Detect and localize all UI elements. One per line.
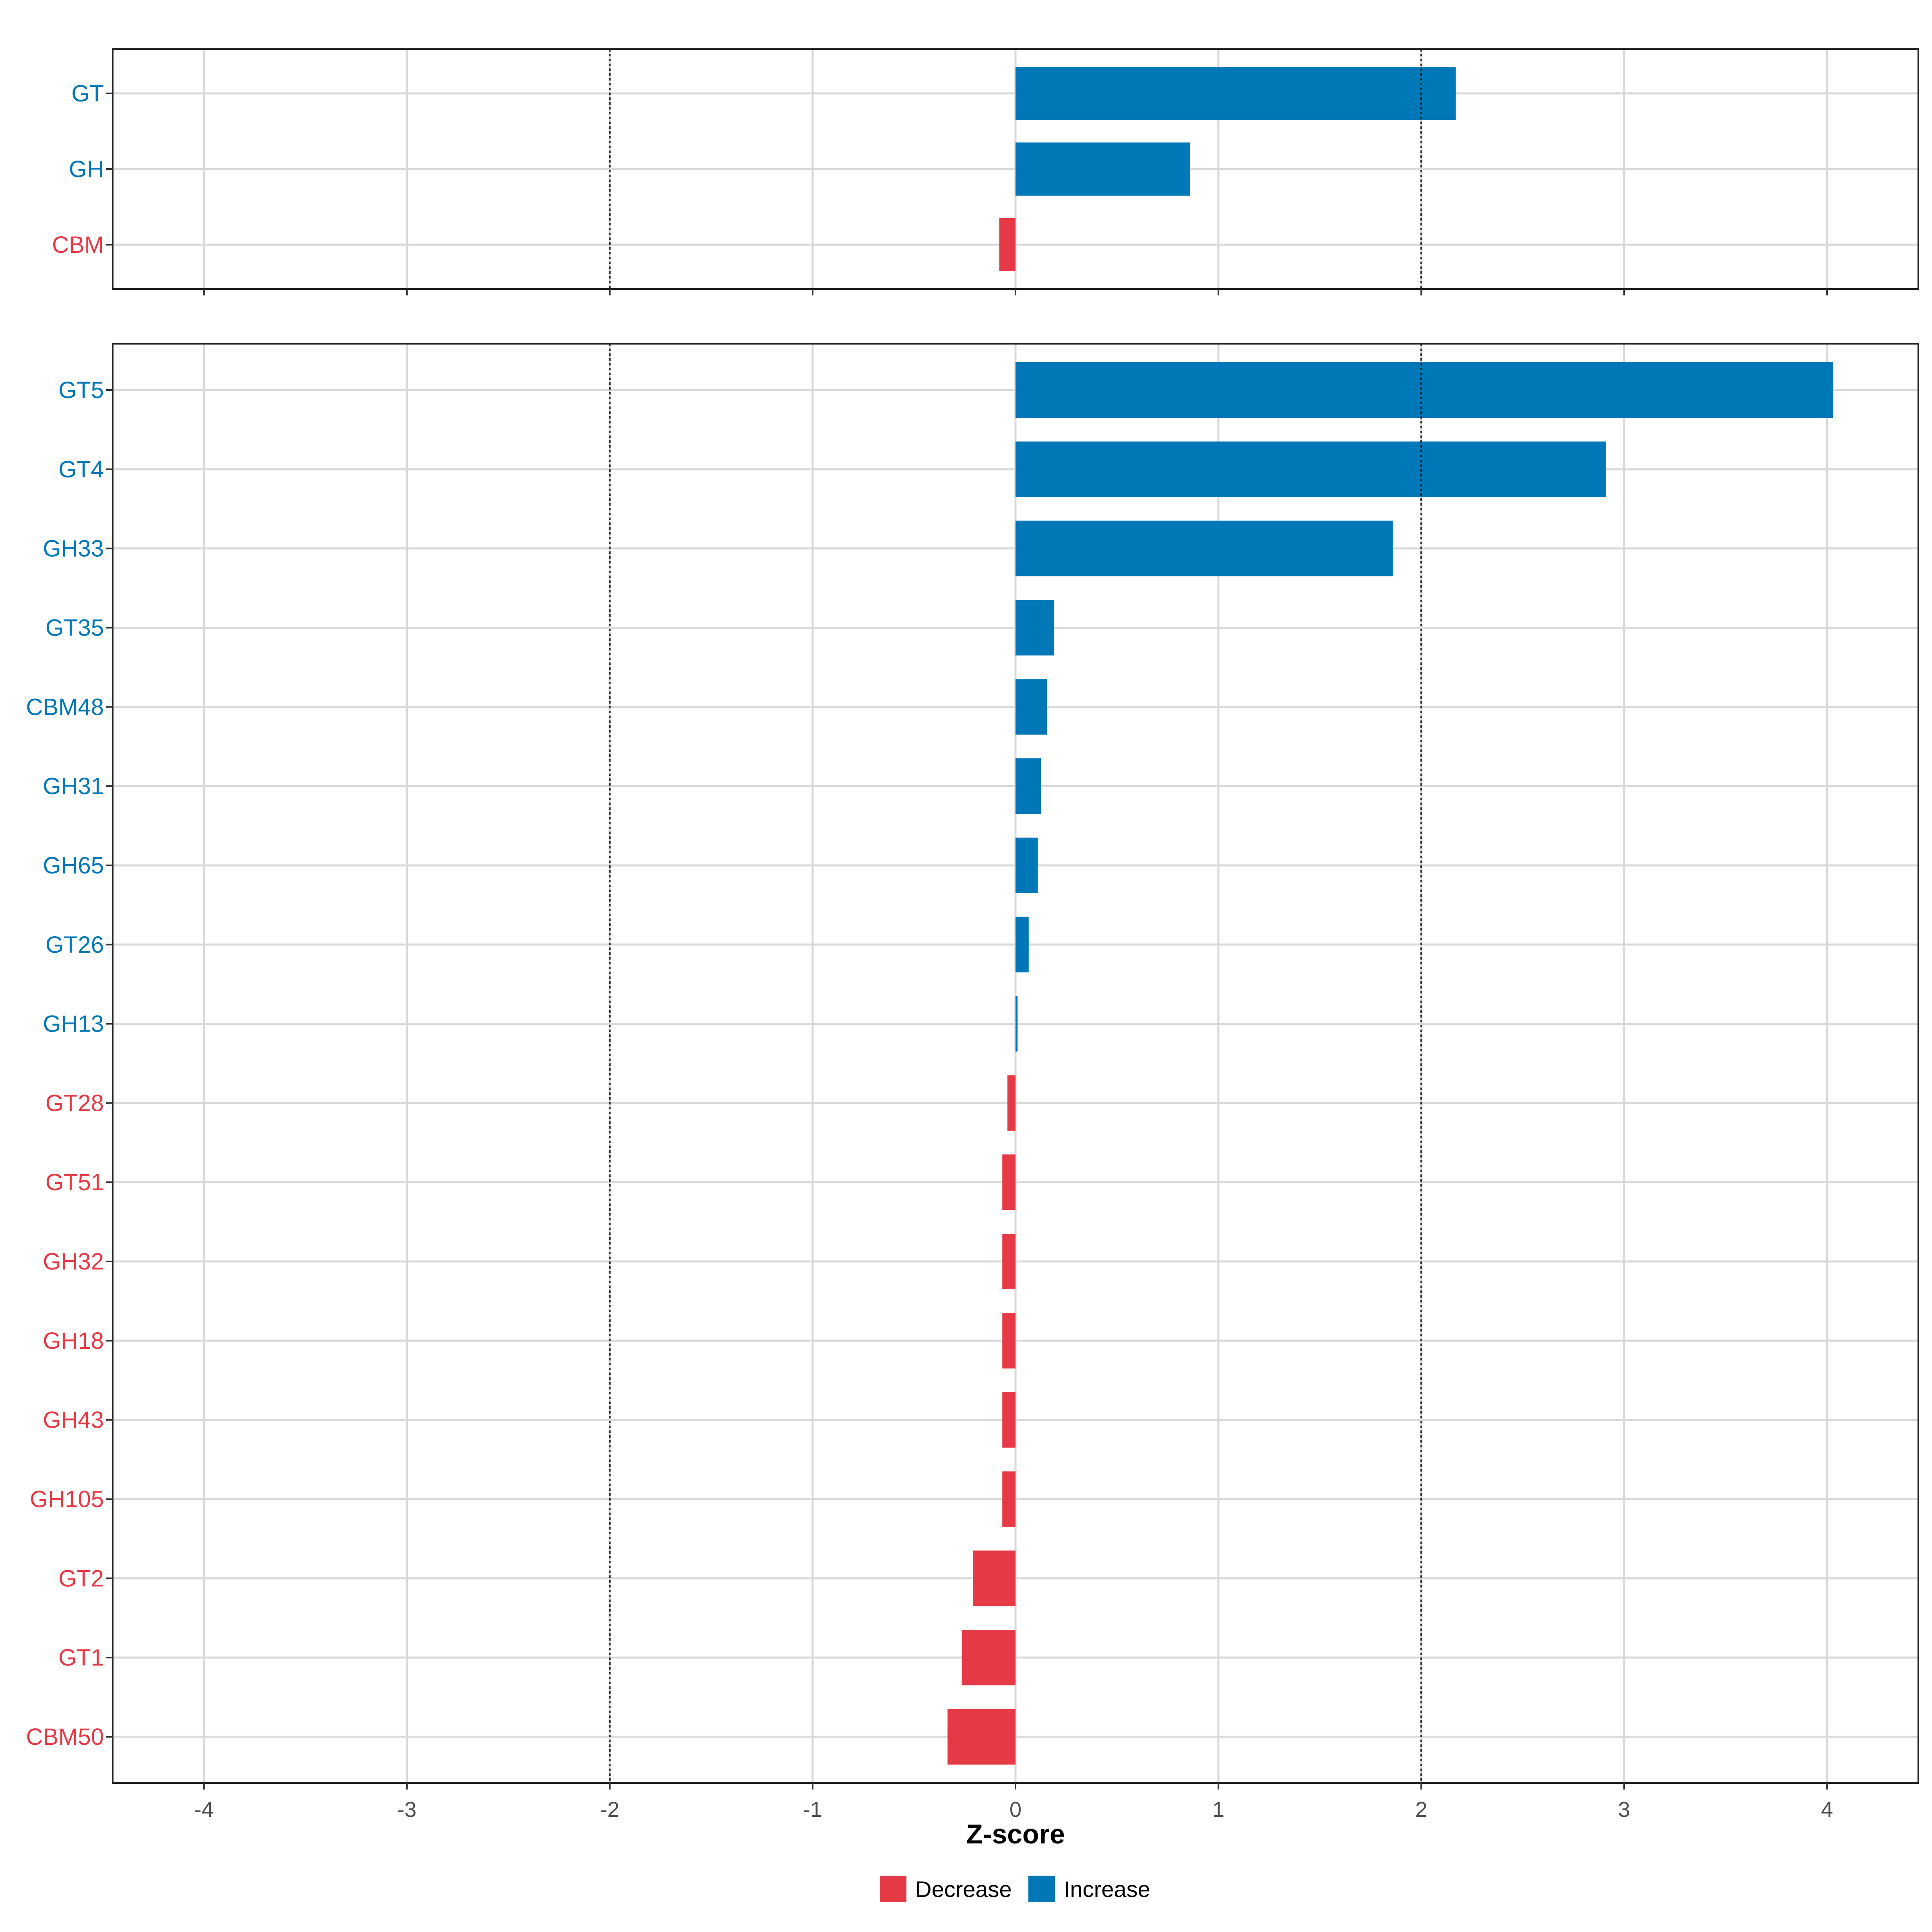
bar-gt28 <box>1007 1075 1016 1131</box>
bar-gh105 <box>1002 1471 1016 1527</box>
y-tick-label: CBM <box>52 232 104 258</box>
y-tick-label: CBM48 <box>26 694 104 720</box>
y-tick-label: GH31 <box>43 773 104 799</box>
panel-1: GT GH CBM <box>52 48 1919 295</box>
bar-gh18 <box>1002 1313 1016 1368</box>
panel-2: GT5 GT4 GH33 GT35 CBM48 GH31 GH65 GT26 GH13 GT28 G… <box>26 343 1919 1790</box>
x-tick-label: 3 <box>1618 1798 1630 1822</box>
bar-gt26 <box>1016 916 1029 972</box>
bar-gt <box>1016 67 1456 120</box>
legend-label-decrease: Decrease <box>915 1876 1012 1902</box>
bar-cbm <box>999 218 1016 271</box>
bar-gh33 <box>1016 520 1393 576</box>
y-tick-label: GT1 <box>58 1645 104 1671</box>
y-tick-label: GT2 <box>58 1565 104 1591</box>
y-tick-label: GH18 <box>43 1328 104 1354</box>
x-tick-label: 4 <box>1821 1798 1833 1822</box>
legend-label-increase: Increase <box>1064 1876 1150 1902</box>
y-tick-label: GT26 <box>45 932 104 958</box>
bar-gt1 <box>962 1630 1016 1686</box>
y-tick-label: GT51 <box>45 1169 104 1195</box>
bar-gt4 <box>1016 441 1606 497</box>
y-tick-label: GT28 <box>45 1090 104 1116</box>
y-tick-label: GT5 <box>58 377 104 403</box>
bar-gh13 <box>1016 996 1018 1052</box>
x-tick-label: -4 <box>194 1798 214 1822</box>
y-tick-label: GH32 <box>43 1249 104 1275</box>
x-tick-label: 0 <box>1009 1798 1022 1822</box>
bar-gh32 <box>1002 1234 1016 1290</box>
panels-layer: GT GH CBM GT5 GT4 GH33 GT35 CBM48 GH31 GH65 GT26 GH… <box>26 48 1919 1790</box>
y-tick-label: GH <box>69 156 104 182</box>
x-tick-label: -2 <box>600 1798 619 1822</box>
bar-gt51 <box>1002 1154 1016 1210</box>
legend-swatch-increase <box>1028 1876 1055 1902</box>
bar-cbm50 <box>947 1709 1016 1765</box>
bar-gh <box>1016 142 1190 196</box>
y-tick-label: GT4 <box>58 456 104 483</box>
legend: Decrease Increase <box>880 1876 1150 1902</box>
y-tick-label: GH33 <box>43 536 104 562</box>
y-tick-label: GH65 <box>43 852 104 879</box>
y-tick-label: GH43 <box>43 1407 104 1433</box>
x-tick-label: 2 <box>1415 1798 1427 1822</box>
x-axis-title: Z-score <box>966 1819 1065 1849</box>
bar-gh65 <box>1016 837 1038 893</box>
bar-gt2 <box>973 1550 1016 1606</box>
y-tick-label: GH13 <box>43 1011 104 1037</box>
y-tick-label: GT <box>71 80 104 107</box>
x-tick-label: -3 <box>397 1798 417 1822</box>
y-tick-label: CBM50 <box>26 1724 104 1750</box>
legend-swatch-decrease <box>880 1876 906 1902</box>
bar-gt35 <box>1016 600 1054 656</box>
x-axis: -4 -3 -2 -1 0 1 2 3 4 <box>194 1798 1833 1822</box>
bar-gh43 <box>1002 1392 1016 1448</box>
y-tick-label: GT35 <box>45 615 104 641</box>
x-tick-label: -1 <box>803 1798 822 1822</box>
x-tick-label: 1 <box>1212 1798 1224 1822</box>
bar-cbm48 <box>1016 679 1047 735</box>
bar-gh31 <box>1016 758 1041 814</box>
bar-gt5 <box>1016 362 1833 418</box>
y-tick-label: GH105 <box>30 1486 104 1513</box>
